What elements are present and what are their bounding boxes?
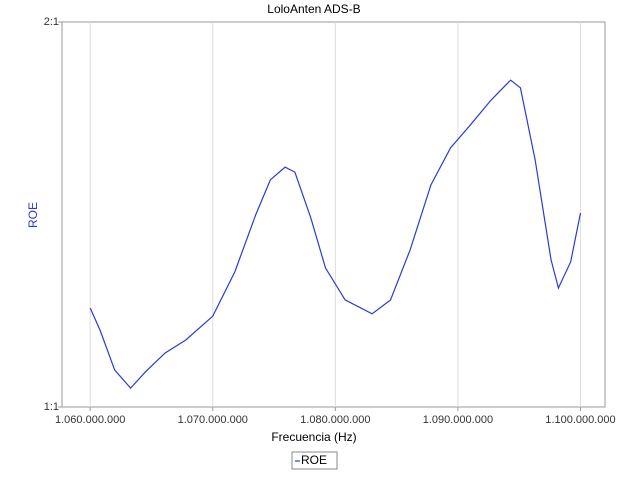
legend-label: ROE	[301, 453, 327, 467]
x-tick-label: 1.080.000.000	[300, 414, 370, 426]
y-tick-label: 1:1	[44, 401, 59, 413]
y-tick-label: 2:1	[44, 16, 59, 28]
x-tick-label: 1.070.000.000	[178, 414, 248, 426]
plot-area	[61, 21, 606, 408]
y-axis-label: ROE	[26, 202, 40, 228]
x-tick-label: 1.060.000.000	[55, 414, 125, 426]
data-line	[89, 79, 582, 390]
x-tick-label: 1.100.000.000	[545, 414, 615, 426]
legend-box	[291, 451, 338, 470]
x-tick-label: 1.090.000.000	[423, 414, 493, 426]
chart-title: LoloAnten ADS-B	[267, 2, 360, 16]
x-axis-label: Frecuencia (Hz)	[271, 430, 356, 444]
